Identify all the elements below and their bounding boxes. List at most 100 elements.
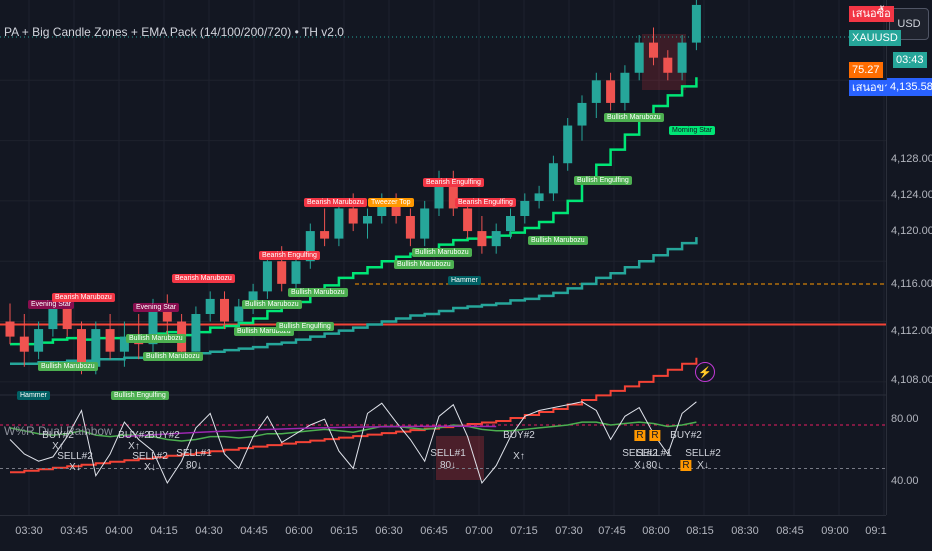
pattern-label: Bullish Engulfing	[574, 176, 632, 185]
candle-body	[620, 72, 630, 103]
candle-body	[649, 42, 658, 58]
signal-label: SELL#2	[132, 451, 168, 462]
candle-body	[377, 200, 387, 216]
pattern-label: Bearish Marubozu	[52, 293, 115, 302]
pattern-label: Bearish Engulfing	[259, 251, 320, 260]
signal-label: BUY#2	[670, 430, 702, 441]
signal-label: X↓	[69, 462, 81, 473]
candle-body	[477, 231, 487, 247]
signal-label: R	[680, 460, 692, 471]
signal-label: X↑	[52, 441, 64, 452]
candle-body	[19, 336, 29, 352]
time-tick: 07:30	[555, 525, 583, 537]
candle-body	[663, 57, 673, 73]
candle-body	[220, 298, 229, 322]
price-tick: 4,116.00	[891, 278, 932, 290]
time-tick: 06:45	[420, 525, 448, 537]
pattern-label: Bullish Marubozu	[604, 113, 664, 122]
candle-body	[491, 231, 501, 247]
candle-body	[62, 306, 72, 330]
time-tick: 06:00	[285, 525, 313, 537]
time-tick: 04:15	[150, 525, 178, 537]
candle-body	[634, 42, 644, 73]
time-tick: 08:30	[731, 525, 759, 537]
pattern-label: Bullish Marubozu	[234, 327, 294, 336]
spread-tag: 75.27	[849, 62, 883, 78]
signal-label: BUY#2	[42, 430, 74, 441]
pattern-label: Evening Star	[133, 303, 180, 312]
wpr-fast-line	[9, 401, 697, 485]
symbol-tag: XAUUSD	[849, 30, 901, 46]
pattern-label: Bullish Marubozu	[412, 248, 472, 257]
candle-body	[405, 216, 415, 239]
wpr-slow-line	[9, 421, 697, 442]
candle-body	[534, 193, 544, 201]
candle-body	[262, 261, 272, 292]
signal-label: SELL#1	[430, 448, 466, 459]
candle-body	[77, 329, 86, 367]
candle-body	[577, 102, 587, 126]
candle-body	[348, 208, 358, 224]
candle-body	[563, 125, 573, 164]
candle-body	[434, 178, 444, 209]
candle-body	[277, 261, 287, 284]
signal-label: X↑	[128, 441, 140, 452]
price-tick: 4,108.00	[891, 374, 932, 386]
signal-label: 80↓	[645, 460, 663, 471]
time-tick: 04:45	[240, 525, 268, 537]
time-axis[interactable]: 03:30 03:45 04:00 04:15 04:30 04:45 06:0…	[0, 515, 887, 551]
pattern-label: Bullish Engulfing	[111, 391, 169, 400]
candle-body	[606, 80, 616, 103]
signal-label: SELL#1	[176, 448, 212, 459]
pattern-label: Bullish Engulfing	[276, 322, 334, 331]
candle-body	[205, 298, 215, 314]
time-tick: 06:30	[375, 525, 403, 537]
pattern-label: Bullish Marubozu	[143, 352, 203, 361]
pattern-label: Evening Star	[28, 300, 75, 309]
signal-label: 80↓	[185, 460, 203, 471]
pattern-label: Tweezer Top	[368, 198, 414, 207]
pattern-label: Bullish Marubozu	[288, 288, 348, 297]
candle-body	[463, 208, 473, 232]
time-tick: 07:45	[598, 525, 626, 537]
signal-label: X↓	[144, 462, 156, 473]
time-tick: 09:00	[821, 525, 849, 537]
bid-label: เสนอซื้อ	[849, 6, 894, 22]
candle-body	[234, 306, 244, 322]
candle-body	[691, 4, 701, 43]
candle-body	[191, 314, 201, 352]
currency-button[interactable]: USD	[889, 8, 929, 40]
pattern-label: Bearish Marubozu	[304, 198, 367, 207]
candle-body	[248, 291, 258, 307]
ema-720-line	[10, 357, 698, 474]
candle-body	[506, 216, 515, 232]
signal-label: SELL#1	[636, 448, 672, 459]
candle-body	[391, 200, 401, 216]
candle-body	[148, 306, 158, 345]
time-tick: 06:15	[330, 525, 358, 537]
wpr-signal-curve	[124, 425, 497, 438]
pattern-label: Bullish Marubozu	[528, 236, 588, 245]
pattern-label: Bearish Engulfing	[455, 198, 516, 207]
candle-body	[34, 329, 44, 352]
pattern-label: Bullish Marubozu	[242, 300, 302, 309]
big-candle-zone	[436, 436, 484, 480]
pattern-label: Morning Star	[669, 126, 716, 135]
price-tick: 4,112.00	[891, 325, 932, 337]
time-tick: 04:30	[195, 525, 223, 537]
signal-label: X↓	[634, 460, 646, 471]
signal-label: BUY#2	[118, 430, 150, 441]
pattern-label: Bullish Marubozu	[126, 334, 186, 343]
candle-body	[363, 216, 372, 224]
candle-body	[591, 80, 601, 103]
price-tick: 4,124.00	[891, 189, 932, 201]
candle-body	[162, 306, 172, 322]
price-tick: 4,128.00	[891, 153, 932, 165]
candle-body	[305, 231, 315, 262]
alert-flash-icon[interactable]: ⚡	[695, 362, 715, 382]
signal-label: BUY#2	[503, 430, 535, 441]
last-price-tag: 4,135.58	[887, 78, 932, 96]
candle-body	[119, 336, 129, 352]
